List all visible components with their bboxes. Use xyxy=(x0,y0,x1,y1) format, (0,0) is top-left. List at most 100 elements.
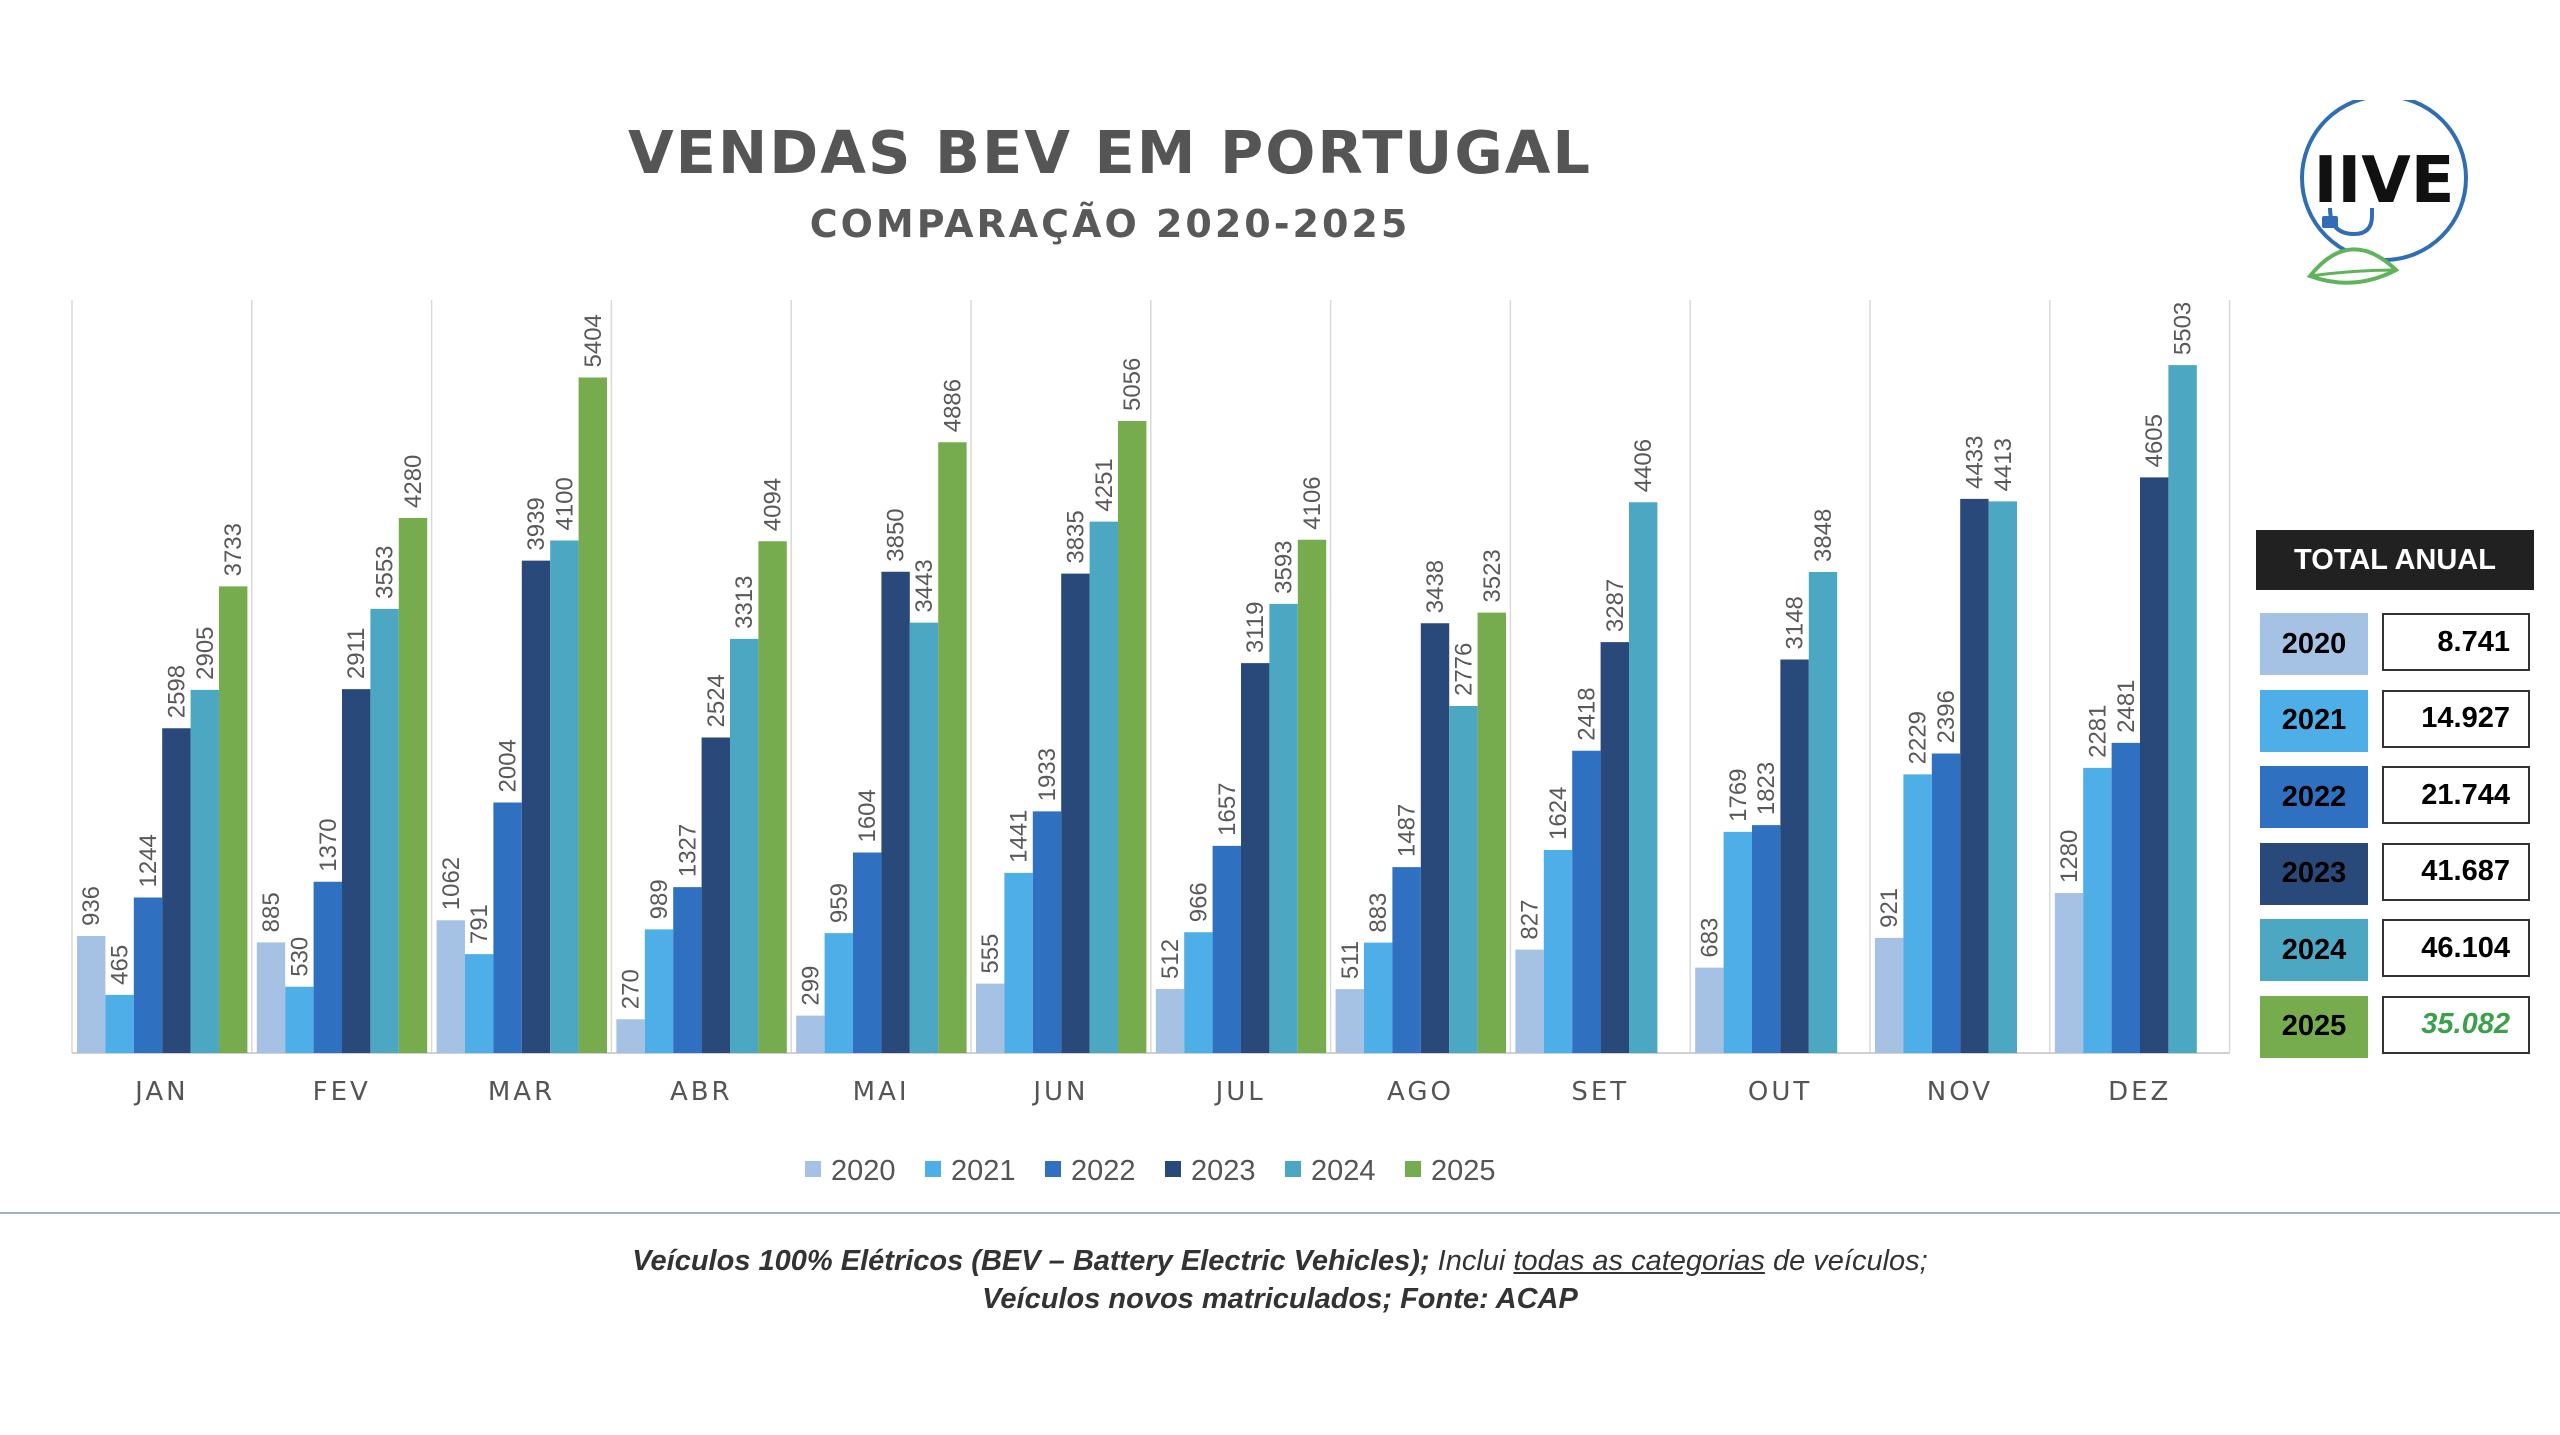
data-label: 2281 xyxy=(2084,704,2111,757)
x-tick-label: NOV xyxy=(1927,1077,1993,1107)
data-label: 1769 xyxy=(1725,768,1752,821)
footnote-includes: Inclui xyxy=(1429,1245,1514,1277)
x-tick-label: OUT xyxy=(1748,1077,1812,1107)
data-label: 511 xyxy=(1337,941,1364,979)
bar-jan-2022 xyxy=(133,897,163,1053)
bar-dez-2021 xyxy=(2083,767,2112,1053)
bar-jan-2025 xyxy=(219,586,248,1053)
footnote-vehicles: de veículos; xyxy=(1764,1245,1928,1277)
bar-jan-2021 xyxy=(105,994,134,1053)
bar-set-2020 xyxy=(1515,949,1544,1053)
totals-year: 2021 xyxy=(2260,689,2368,752)
bar-jun-2023 xyxy=(1061,573,1090,1053)
totals-header: TOTAL ANUAL xyxy=(2256,530,2534,590)
bar-mai-2022 xyxy=(853,852,882,1053)
data-label: 4605 xyxy=(2141,414,2168,467)
data-label: 4280 xyxy=(400,455,427,508)
x-tick-label: MAR xyxy=(488,1077,555,1107)
bar-jul-2023 xyxy=(1241,663,1270,1053)
data-label: 555 xyxy=(977,934,1004,974)
footnote-all-categories: todas as categorias xyxy=(1513,1245,1765,1277)
bar-ago-2022 xyxy=(1392,867,1421,1053)
chart-subtitle: COMPARAÇÃO 2020-2025 xyxy=(809,202,1411,246)
totals-value: 21.744 xyxy=(2382,766,2530,824)
data-label: 2524 xyxy=(703,674,730,727)
data-label: 4413 xyxy=(1990,438,2017,491)
data-label: 959 xyxy=(826,883,853,923)
data-label: 3848 xyxy=(1810,509,1837,562)
data-label: 2481 xyxy=(2113,679,2140,732)
data-label: 270 xyxy=(618,969,645,1009)
data-label: 4251 xyxy=(1091,458,1118,511)
bar-jul-2021 xyxy=(1184,932,1213,1053)
bar-set-2021 xyxy=(1543,850,1573,1053)
data-label: 4094 xyxy=(760,478,787,531)
data-label: 3443 xyxy=(911,559,938,612)
bar-ago-2023 xyxy=(1420,623,1450,1053)
chart-title: VENDAS BEV EM PORTUGAL xyxy=(627,118,1593,187)
totals-value: 46.104 xyxy=(2382,919,2530,977)
bar-mar-2022 xyxy=(493,802,522,1053)
legend-swatch xyxy=(1285,1161,1301,1177)
bar-mai-2023 xyxy=(881,571,910,1053)
bar-out-2023 xyxy=(1780,659,1809,1053)
legend-label: 2024 xyxy=(1311,1155,1376,1187)
bar-fev-2020 xyxy=(256,942,286,1053)
bar-abr-2024 xyxy=(730,638,759,1053)
bar-out-2024 xyxy=(1808,572,1838,1053)
bar-out-2022 xyxy=(1752,825,1781,1053)
logo-text: IIVE xyxy=(2314,144,2455,218)
totals-year: 2022 xyxy=(2260,766,2368,828)
bar-jan-2024 xyxy=(190,689,219,1053)
data-label: 3523 xyxy=(1479,549,1506,602)
x-tick-label: JUL xyxy=(1214,1077,1266,1107)
data-label: 3119 xyxy=(1242,602,1269,654)
data-label: 3148 xyxy=(1782,596,1809,649)
legend-swatch xyxy=(805,1161,821,1177)
legend-label: 2020 xyxy=(831,1155,896,1187)
plug-icon xyxy=(2322,207,2374,237)
footnote-line-1: Veículos 100% Elétricos (BEV – Battery E… xyxy=(0,1245,2560,1278)
totals-year: 2025 xyxy=(2260,995,2368,1058)
data-label: 1604 xyxy=(854,789,881,842)
bar-jun-2020 xyxy=(976,983,1005,1053)
data-label: 465 xyxy=(107,945,134,985)
x-tick-label: JAN xyxy=(133,1077,188,1107)
totals-row: 2020 8.741 xyxy=(2256,613,2534,675)
bar-nov-2022 xyxy=(1931,753,1961,1053)
data-label: 1823 xyxy=(1753,762,1780,815)
data-label: 791 xyxy=(466,904,493,944)
data-label: 1244 xyxy=(135,834,162,887)
data-label: 683 xyxy=(1696,918,1723,958)
x-tick-label: ABR xyxy=(670,1077,733,1107)
data-label: 827 xyxy=(1517,900,1544,940)
legend-swatch xyxy=(1165,1161,1181,1177)
x-tick-label: AGO xyxy=(1387,1077,1454,1107)
data-label: 921 xyxy=(1876,888,1903,928)
data-label: 5404 xyxy=(580,314,607,367)
data-label: 2418 xyxy=(1573,687,1600,740)
legend-label: 2023 xyxy=(1191,1155,1256,1187)
bar-mar-2021 xyxy=(465,954,494,1053)
bar-out-2020 xyxy=(1695,967,1724,1053)
bar-mai-2020 xyxy=(796,1015,825,1053)
bar-dez-2022 xyxy=(2111,742,2140,1053)
bar-set-2023 xyxy=(1600,642,1629,1053)
data-label: 1624 xyxy=(1545,787,1572,840)
totals-value: 41.687 xyxy=(2382,842,2530,901)
bar-mar-2025 xyxy=(578,377,607,1053)
data-label: 2396 xyxy=(1933,690,1960,743)
data-label: 1657 xyxy=(1214,782,1241,835)
data-label: 1280 xyxy=(2056,830,2083,883)
bar-jul-2024 xyxy=(1269,603,1298,1053)
totals-row: 2021 14.927 xyxy=(2256,689,2534,752)
data-label: 299 xyxy=(797,966,824,1006)
data-label: 3313 xyxy=(731,575,758,628)
bar-dez-2023 xyxy=(2140,477,2169,1053)
bar-jan-2023 xyxy=(162,728,191,1053)
data-label: 5056 xyxy=(1119,358,1146,411)
bar-mai-2021 xyxy=(824,933,853,1053)
bar-jan-2020 xyxy=(77,936,106,1053)
data-label: 3438 xyxy=(1422,560,1449,613)
